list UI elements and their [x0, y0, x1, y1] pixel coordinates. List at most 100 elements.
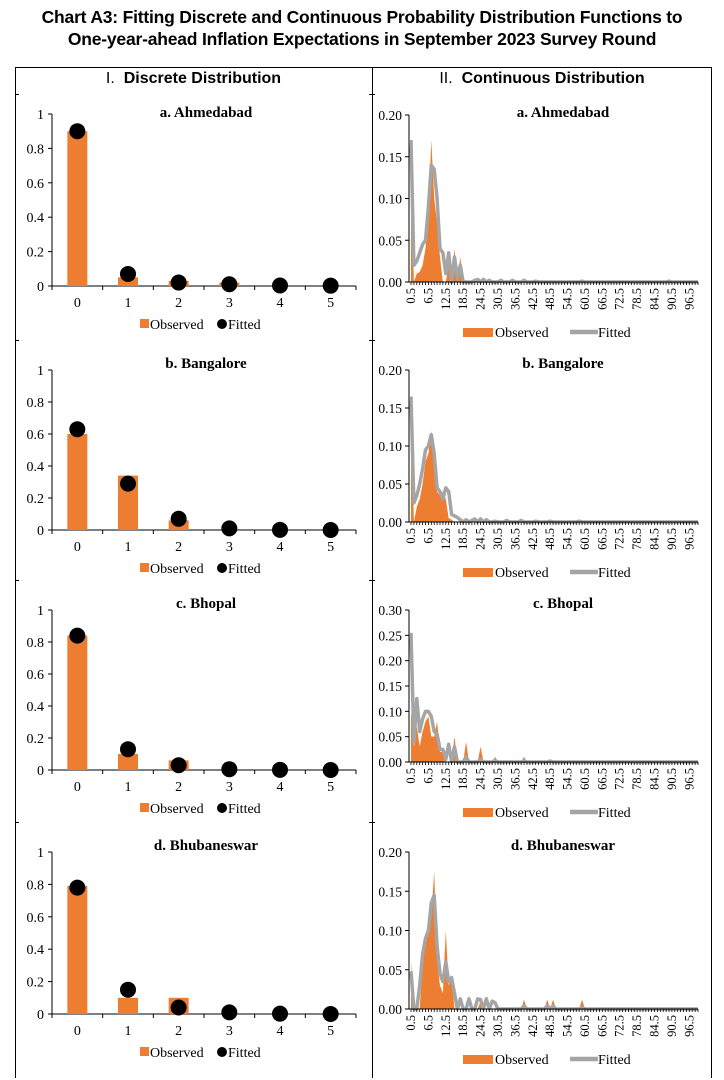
x-tick-label: 36.5 [508, 768, 522, 790]
column-header-roman: II. [439, 70, 453, 87]
line-fitted [409, 893, 698, 1011]
x-tick-label: 30.5 [491, 288, 505, 310]
y-tick-label: 0.8 [27, 636, 45, 651]
x-tick-label: 66.5 [595, 768, 609, 790]
legend-observed-label: Observed [150, 1046, 204, 1061]
bar-observed [118, 997, 138, 1014]
area-observed [411, 711, 698, 762]
subplot-title: b. Bangalore [522, 356, 604, 372]
row-tick [15, 580, 19, 581]
y-tick-label: 0.10 [378, 192, 402, 207]
x-tick-label: 3 [226, 1024, 233, 1039]
y-tick-label: 0.05 [378, 963, 402, 978]
x-tick-label: 24.5 [474, 1015, 488, 1037]
marker-fitted [120, 981, 136, 998]
x-tick-label: 1 [125, 296, 132, 311]
x-tick-label: 54.5 [561, 768, 575, 790]
x-tick-label: 96.5 [682, 768, 696, 790]
column-header-discrete: I. Discrete Distribution [15, 70, 372, 88]
x-tick-label: 84.5 [648, 528, 662, 550]
y-tick-label: 0.20 [378, 108, 402, 123]
legend-observed-swatch [140, 803, 149, 812]
discrete-ahmedabad-chart: a. Ahmedabad 0 0.2 0.4 0.6 0.8 1 0 1 2 3 4 5 Observed… [27, 105, 357, 333]
x-tick-label: 84.5 [648, 1015, 662, 1037]
marker-fitted [221, 276, 238, 293]
x-tick-label: 3 [226, 540, 233, 555]
y-tick-label: 1 [37, 364, 44, 379]
x-tick-label: 60.5 [578, 288, 592, 310]
area-observed [411, 392, 698, 522]
discrete-bhubaneswar-chart: d. Bhubaneswar 0 0.2 0.4 0.6 0.8 1 0 1 2 3 4 5 Observ… [27, 838, 357, 1061]
x-tick-label: 5 [327, 1024, 334, 1039]
subplot-title: d. Bhubaneswar [154, 838, 259, 854]
legend-observed-swatch [140, 319, 149, 328]
y-tick-label: 1 [37, 846, 44, 861]
subplot-title: c. Bhopal [176, 596, 236, 612]
x-tick-label: 30.5 [491, 768, 505, 790]
legend-observed-label: Observed [495, 326, 549, 341]
legend-fitted-label: Fitted [598, 806, 631, 821]
x-tick-label: 3 [226, 780, 233, 795]
x-tick-label: 2 [175, 1024, 182, 1039]
y-tick-label: 0.2 [27, 732, 45, 747]
chart-title: Chart A3: Fitting Discrete and Continuou… [0, 6, 724, 50]
y-tick-label: 0.6 [27, 428, 45, 443]
y-tick-label: 0.20 [378, 654, 402, 669]
frame-tick [15, 94, 19, 95]
x-tick-label: 6.5 [421, 1015, 435, 1031]
bar-observed [67, 635, 88, 770]
x-tick-label: 36.5 [508, 1015, 522, 1037]
legend-fitted-label: Fitted [598, 1053, 631, 1068]
x-tick-label: 0 [74, 780, 81, 795]
x-tick-label: 0 [74, 1024, 81, 1039]
y-tick-label: 0.8 [27, 396, 45, 411]
bar-observed [118, 754, 138, 770]
x-tick-label: 4 [277, 780, 284, 795]
x-tick-label: 66.5 [595, 528, 609, 550]
x-tick-label: 48.5 [543, 528, 557, 550]
frame-left-border [15, 67, 16, 1078]
legend-fitted-label: Fitted [228, 318, 261, 333]
row-tick [369, 580, 375, 581]
x-tick-label: 78.5 [630, 528, 644, 550]
x-tick-label: 4 [277, 540, 284, 555]
x-tick-label: 0.5 [404, 528, 418, 544]
area-observed [411, 140, 698, 282]
y-tick-label: 0.6 [27, 668, 45, 683]
x-tick-label: 48.5 [543, 1015, 557, 1037]
row-tick [15, 822, 19, 823]
legend-observed-label: Observed [150, 802, 204, 817]
marker-fitted [170, 757, 187, 774]
y-tick-label: 1 [37, 108, 44, 123]
y-tick-label: 0.10 [378, 439, 402, 454]
x-tick-label: 2 [175, 296, 182, 311]
y-tick-label: 0.6 [27, 911, 45, 926]
x-tick-label: 5 [327, 780, 334, 795]
x-tick-label: 48.5 [543, 288, 557, 310]
legend-fitted-label: Fitted [598, 566, 631, 581]
discrete-bhopal-chart: c. Bhopal 0 0.2 0.4 0.6 0.8 1 0 1 2 3 4 5 Observed Fit… [27, 596, 357, 817]
marker-fitted [120, 265, 136, 282]
marker-fitted [69, 879, 86, 896]
x-tick-label: 24.5 [474, 528, 488, 550]
x-tick-label: 66.5 [595, 288, 609, 310]
marker-fitted [272, 277, 288, 294]
x-tick-label: 0 [74, 540, 81, 555]
frame-right-border [711, 67, 712, 1078]
y-tick-label: 0.05 [378, 477, 402, 492]
x-tick-label: 0.5 [404, 768, 418, 784]
x-tick-label: 66.5 [595, 1015, 609, 1037]
legend-observed-swatch [463, 808, 493, 817]
x-tick-label: 36.5 [508, 528, 522, 550]
x-tick-label: 1 [125, 780, 132, 795]
column-divider [372, 67, 373, 1078]
y-tick-label: 0.00 [378, 1002, 402, 1017]
continuous-bangalore-chart: b. Bangalore 0.00 0.05 0.10 0.15 0.20 0.5 6.5 12… [378, 356, 699, 581]
column-header-roman: I. [105, 70, 115, 87]
bar-observed [67, 131, 88, 286]
x-tick-label: 84.5 [648, 288, 662, 310]
legend-fitted-marker [217, 1047, 227, 1057]
continuous-bhubaneswar-chart: d. Bhubaneswar 0.00 0.05 0.10 0.15 0.20 0.5 6.5… [378, 838, 699, 1068]
x-tick-label: 54.5 [561, 1015, 575, 1037]
legend-observed-swatch [463, 328, 493, 337]
